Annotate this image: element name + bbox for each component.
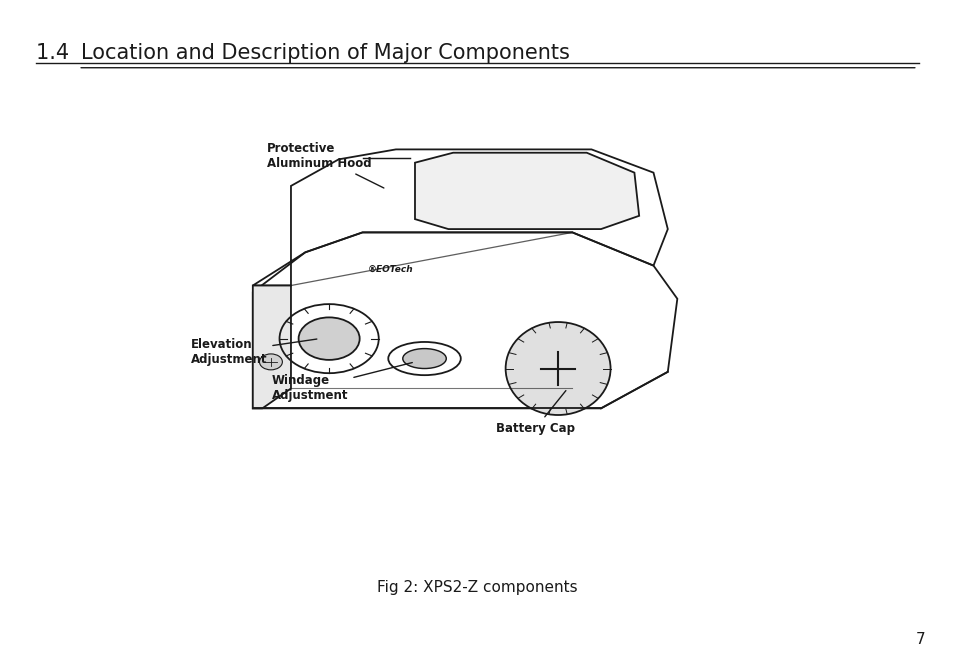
Text: Fig 2: XPS2-Z components: Fig 2: XPS2-Z components [376,580,577,595]
Polygon shape [415,153,639,229]
Text: ®EOTech: ®EOTech [367,264,413,274]
Circle shape [298,317,359,360]
Text: Location and Description of Major Components: Location and Description of Major Compon… [81,43,569,63]
Text: Windage
Adjustment: Windage Adjustment [272,363,412,402]
Ellipse shape [505,322,610,415]
Text: Battery Cap: Battery Cap [496,390,575,435]
Ellipse shape [402,349,446,369]
Text: Protective
Aluminum Hood: Protective Aluminum Hood [267,142,383,188]
Text: Elevation
Adjustment: Elevation Adjustment [191,338,316,366]
Circle shape [259,354,282,370]
Text: 1.4: 1.4 [36,43,76,63]
Text: 7: 7 [915,632,924,647]
Polygon shape [253,286,291,408]
